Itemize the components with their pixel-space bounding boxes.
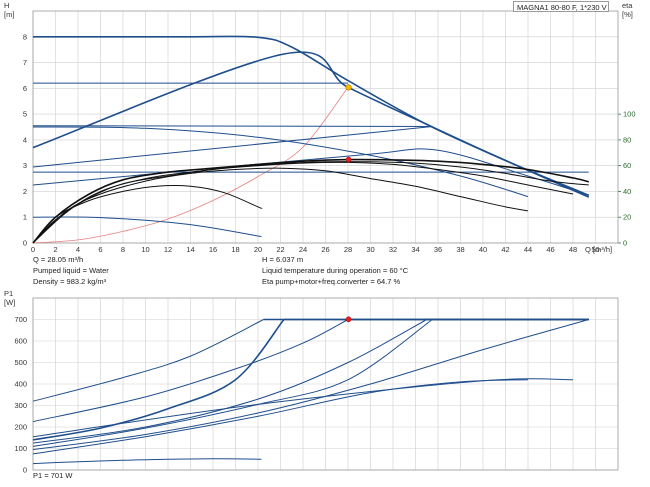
head-x-tick-label: 20 — [254, 245, 262, 254]
head-x-tick-label: 28 — [344, 245, 352, 254]
eta-tick-label: 20 — [623, 213, 631, 222]
duty-point-power — [345, 316, 352, 323]
head-x-tick-label: 24 — [299, 245, 307, 254]
head-y-tick-label: 7 — [23, 58, 27, 67]
head-curve-3 — [32, 125, 433, 168]
head-curve-4 — [32, 125, 433, 127]
eta-tick-label: 60 — [623, 161, 631, 170]
head-curve-5 — [32, 126, 529, 198]
head-x-tick-label: 48 — [569, 245, 577, 254]
head-x-tick-label: 10 — [141, 245, 149, 254]
head-x-tick-label: 30 — [366, 245, 374, 254]
head-x-tick-label: 44 — [524, 245, 532, 254]
head-x-tick-label: 4 — [76, 245, 80, 254]
system-curve — [32, 87, 349, 244]
pumped-liquid-readout: Pumped liquid = Water — [33, 266, 109, 275]
head-axis-unit: [m] — [4, 10, 14, 19]
power-y-tick-label: 100 — [14, 444, 27, 453]
eta-tick-label: 40 — [623, 187, 631, 196]
eta-tick-label: 100 — [623, 110, 636, 119]
power-axis-unit: [W] — [4, 298, 15, 307]
head-x-tick-label: 42 — [501, 245, 509, 254]
efficiency-curve-0 — [32, 158, 590, 244]
efficiency-curve-4 — [32, 185, 263, 244]
power-curve-7 — [32, 378, 574, 438]
head-curve-8 — [32, 216, 262, 238]
head-y-tick-label: 8 — [23, 32, 27, 41]
head-x-tick-label: 38 — [456, 245, 464, 254]
head-x-axis-title: Q [m³/h] — [585, 245, 612, 254]
power-chart: 0 100 200 300 400 500 600 700 P1[W] — [4, 289, 619, 475]
eta-axis-unit: [%] — [622, 10, 633, 19]
eta-axis-title: eta — [622, 1, 633, 10]
head-x-tick-label: 34 — [411, 245, 419, 254]
head-y-tick-label: 1 — [23, 213, 27, 222]
power-curve-2 — [32, 318, 285, 441]
power-curve-0 — [32, 319, 264, 402]
head-x-tick-label: 0 — [31, 245, 35, 254]
power-y-tick-label: 600 — [14, 337, 27, 346]
power-y-tick-label: 500 — [14, 358, 27, 367]
head-y-tick-label: 6 — [23, 84, 27, 93]
density-readout: Density = 983.2 kg/m³ — [33, 277, 107, 286]
power-y-tick-label: 300 — [14, 401, 27, 410]
head-axis-title: H — [4, 1, 9, 10]
head-x-tick-label: 16 — [209, 245, 217, 254]
head-curve-1 — [32, 51, 590, 197]
power-plot-frame — [32, 297, 619, 471]
power-y-tick-label: 400 — [14, 380, 27, 389]
efficiency-curve-3 — [32, 167, 529, 244]
power-axis-title: P1 — [4, 289, 13, 298]
head-x-tick-label: 50 — [591, 245, 599, 254]
head-y-tick-label: 4 — [23, 135, 27, 144]
power-curve-8 — [32, 458, 262, 465]
power-curve-4 — [32, 319, 589, 451]
head-x-tick-label: 12 — [164, 245, 172, 254]
head-y-tick-label: 0 — [23, 239, 27, 248]
head-x-tick-label: 22 — [276, 245, 284, 254]
efficiency-curve-2 — [32, 161, 574, 244]
head-x-tick-label: 2 — [53, 245, 57, 254]
legend: MAGNA1 80-80 F, 1*230 V — [513, 1, 609, 12]
head-chart: 0 2 4 6 8 10 12 14 16 18 20 22 24 26 28 30 32 34 36 38 40 42 4… — [4, 1, 636, 254]
head-y-tick-label: 5 — [23, 110, 27, 119]
temperature-readout: Liquid temperature during operation = 60… — [262, 266, 409, 275]
power-curve-1 — [32, 319, 349, 423]
power-y-tick-label: 200 — [14, 423, 27, 432]
head-x-tick-label: 18 — [231, 245, 239, 254]
power-curve-3 — [32, 319, 428, 444]
head-y-tick-label: 2 — [23, 187, 27, 196]
head-x-tick-label: 6 — [98, 245, 102, 254]
eta-tick-label: 0 — [623, 239, 627, 248]
head-x-tick-label: 26 — [321, 245, 329, 254]
head-x-tick-label: 32 — [389, 245, 397, 254]
power-curve-6 — [32, 379, 529, 455]
efficiency-curve-1 — [32, 161, 589, 244]
power-y-tick-label: 0 — [23, 466, 27, 475]
head-y-tick-label: 3 — [23, 161, 27, 170]
head-x-tick-label: 14 — [186, 245, 194, 254]
power-readout: P1 = 701 W — [33, 471, 73, 480]
head-x-tick-label: 40 — [479, 245, 487, 254]
duty-point-efficiency — [345, 156, 352, 163]
head-x-tick-label: 8 — [121, 245, 125, 254]
head-x-tick-label: 46 — [546, 245, 554, 254]
head-x-tick-label: 36 — [434, 245, 442, 254]
power-y-tick-label: 700 — [14, 315, 27, 324]
head-readout: H = 6.037 m — [262, 255, 304, 264]
flow-readout: Q = 28.05 m³/h — [33, 255, 84, 264]
duty-point-head — [345, 84, 352, 91]
efficiency-readout: Eta pump+motor+freq.converter = 64.7 % — [262, 277, 401, 286]
eta-tick-label: 80 — [623, 135, 631, 144]
